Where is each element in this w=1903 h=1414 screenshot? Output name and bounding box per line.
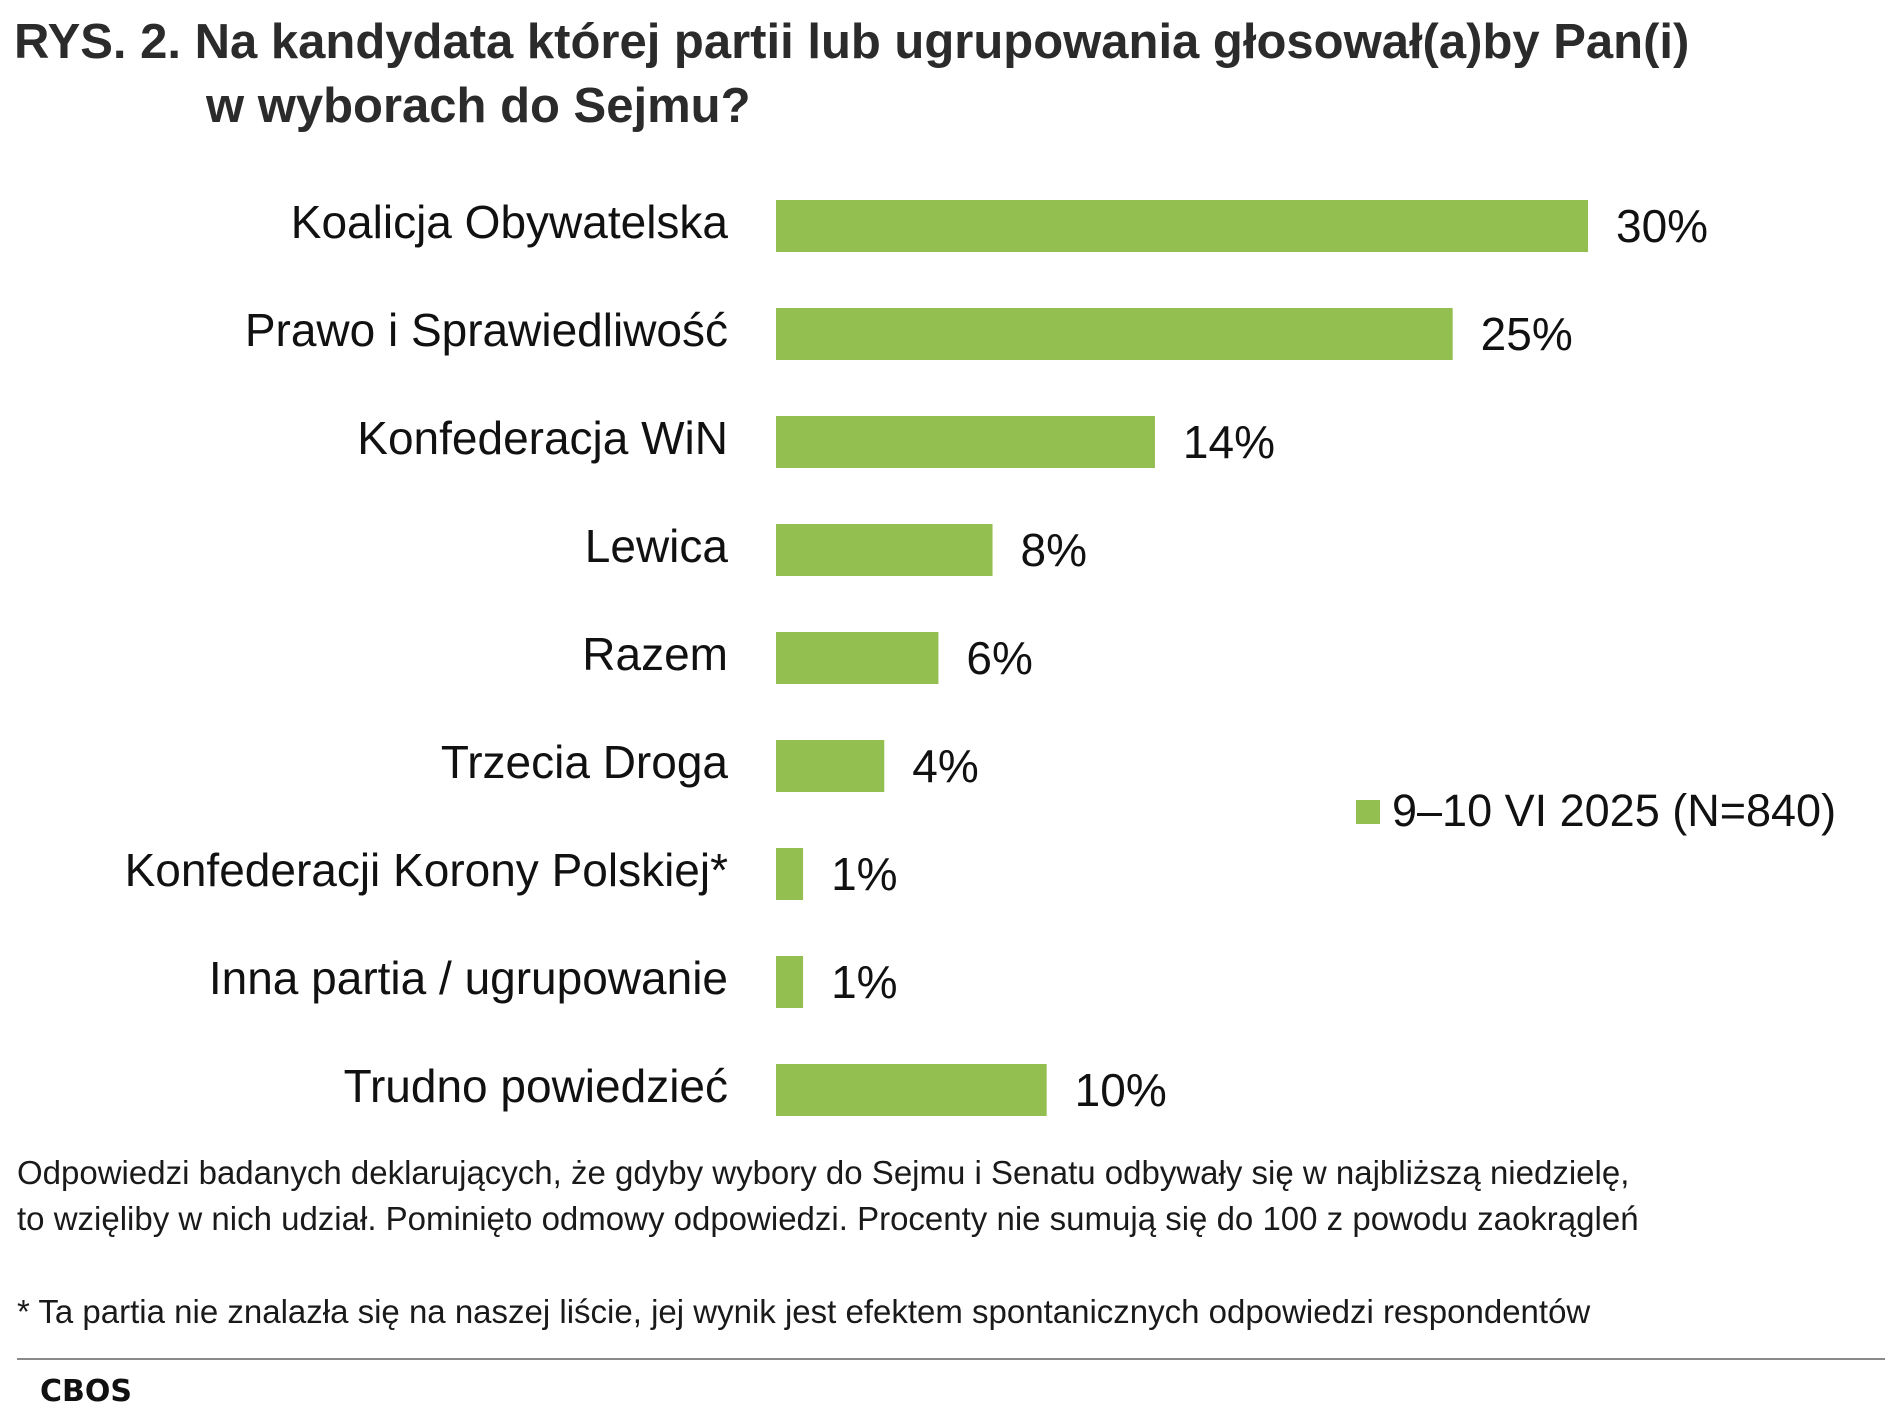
note-line-1: Odpowiedzi badanych deklarujących, że gd… xyxy=(17,1154,1630,1191)
category-label: Razem xyxy=(582,628,728,680)
value-label: 25% xyxy=(1481,308,1573,360)
category-label: Prawo i Sprawiedliwość xyxy=(245,304,728,356)
category-label: Konfederacja WiN xyxy=(357,412,728,464)
bar xyxy=(776,524,993,576)
chart-title-line-2: w wyborach do Sejmu? xyxy=(206,79,751,133)
footnote: * Ta partia nie znalazła się na naszej l… xyxy=(17,1293,1591,1330)
value-label: 1% xyxy=(831,956,897,1008)
legend-swatch xyxy=(1356,800,1380,824)
value-label: 6% xyxy=(966,632,1032,684)
bar xyxy=(776,848,804,900)
category-label: Lewica xyxy=(585,520,729,572)
chart-notes: Odpowiedzi badanych deklarujących, że gd… xyxy=(17,1150,1887,1242)
category-label: Konfederacji Korony Polskiej* xyxy=(125,844,729,896)
note-line-2: to wzięliby w nich udział. Pominięto odm… xyxy=(17,1200,1639,1237)
value-label: 4% xyxy=(912,740,978,792)
category-label: Inna partia / ugrupowanie xyxy=(209,952,728,1004)
category-label: Trudno powiedzieć xyxy=(344,1060,728,1112)
bar xyxy=(776,200,1588,252)
source-label: CBOS xyxy=(40,1374,132,1409)
chart-title: RYS. 2. Na kandydata której partii lub u… xyxy=(14,10,1874,138)
bar xyxy=(776,1064,1047,1116)
value-label: 8% xyxy=(1021,524,1087,576)
value-label: 1% xyxy=(831,848,897,900)
bar xyxy=(776,308,1453,360)
bar xyxy=(776,956,804,1008)
category-label: Koalicja Obywatelska xyxy=(291,196,729,248)
bar xyxy=(776,416,1155,468)
value-label: 14% xyxy=(1183,416,1275,468)
bar xyxy=(776,740,885,792)
legend-label: 9–10 VI 2025 (N=840) xyxy=(1392,785,1836,836)
divider xyxy=(17,1358,1885,1360)
value-label: 10% xyxy=(1075,1064,1167,1116)
bar-chart: Koalicja Obywatelska 30% Prawo i Sprawiedl… xyxy=(125,196,1837,1116)
category-label: Trzecia Droga xyxy=(441,736,729,788)
bar xyxy=(776,632,939,684)
value-label: 30% xyxy=(1616,200,1708,252)
chart-title-line-1: RYS. 2. Na kandydata której partii lub u… xyxy=(14,15,1690,69)
